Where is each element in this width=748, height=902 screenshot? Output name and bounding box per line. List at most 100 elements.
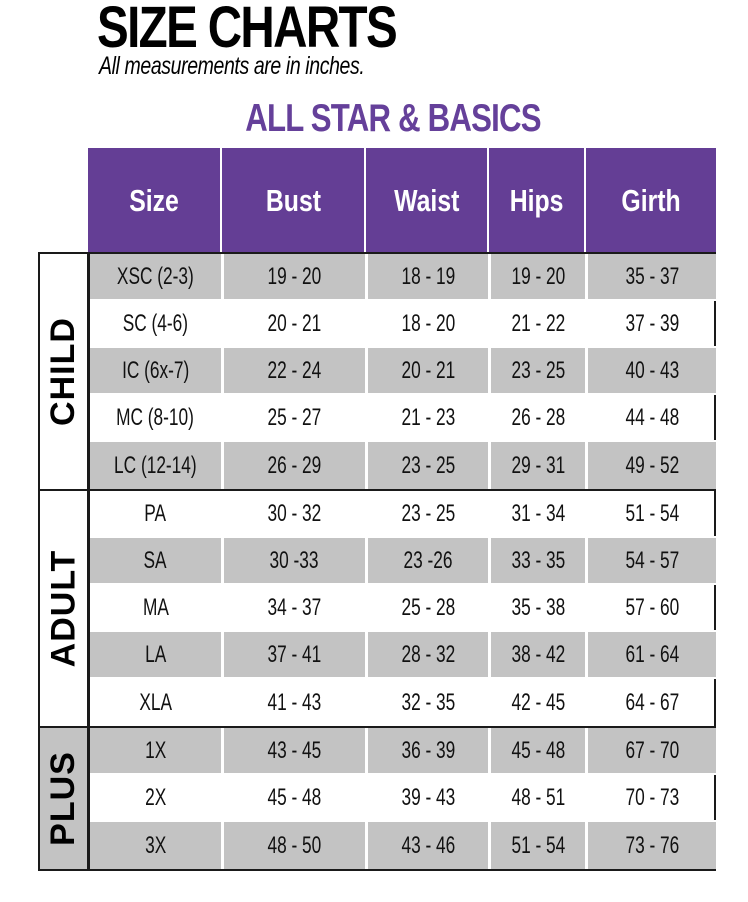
table-cell-waist: 23 - 25 xyxy=(368,491,491,538)
cell-value: 20 - 21 xyxy=(267,309,322,337)
subtitle: All measurements are in inches. xyxy=(99,52,365,80)
table-cell-size: XSC (2-3) xyxy=(90,254,224,301)
cell-value: 67 - 70 xyxy=(625,736,679,764)
table-row: XSC (2-3) 19 - 20 18 - 19 19 - 20 35 - 37 xyxy=(90,254,716,301)
table-cell-waist: 21 - 23 xyxy=(368,395,491,442)
cell-value: SA xyxy=(143,546,168,574)
table-cell-waist: 28 - 32 xyxy=(368,632,491,679)
cell-value: 26 - 28 xyxy=(511,403,565,431)
cell-value: 23 - 25 xyxy=(401,499,455,527)
table-cell-waist: 18 - 19 xyxy=(368,254,491,301)
cell-value: 36 - 39 xyxy=(401,736,455,764)
cell-value: 37 - 41 xyxy=(267,640,322,668)
table-row: 1X 43 - 45 36 - 39 45 - 48 67 - 70 xyxy=(90,728,716,775)
cell-value: 30 - 32 xyxy=(267,499,322,527)
cell-value: 48 - 51 xyxy=(511,783,565,811)
table-header: Size Bust Waist Hips Girth xyxy=(88,148,716,253)
column-header-girth: Girth xyxy=(621,182,681,218)
cell-value: MC (8-10) xyxy=(116,403,195,431)
cell-value: 20 - 21 xyxy=(401,356,455,384)
table-cell-girth: 64 - 67 xyxy=(588,679,716,726)
cell-value: 26 - 29 xyxy=(267,451,322,479)
table-cell-hips: 35 - 38 xyxy=(491,585,588,632)
table-cell-bust: 30 -33 xyxy=(224,538,368,585)
cell-value: 64 - 67 xyxy=(625,688,679,716)
table-cell-hips: 38 - 42 xyxy=(491,632,588,679)
group-label-text: PLUS xyxy=(44,751,82,846)
table-row: IC (6x-7) 22 - 24 20 - 21 23 - 25 40 - 43 xyxy=(90,348,716,395)
table-cell-girth: 70 - 73 xyxy=(588,775,716,822)
table-cell-size: 3X xyxy=(90,822,224,869)
cell-value: 34 - 37 xyxy=(267,593,322,621)
cell-value: 51 - 54 xyxy=(625,499,679,527)
cell-value: 18 - 19 xyxy=(401,262,455,290)
table-cell-bust: 30 - 32 xyxy=(224,491,368,538)
group-adult: ADULT PA 30 - 32 23 - 25 31 - 34 51 - 54 SA 30 … xyxy=(38,489,716,728)
table-row: 2X 45 - 48 39 - 43 48 - 51 70 - 73 xyxy=(90,775,716,822)
group-label-text: CHILD xyxy=(44,317,83,426)
cell-value: 40 - 43 xyxy=(625,356,679,384)
table-cell-waist: 25 - 28 xyxy=(368,585,491,632)
cell-value: XSC (2-3) xyxy=(117,262,194,290)
cell-value: LC (12-14) xyxy=(114,451,197,479)
table-cell-bust: 45 - 48 xyxy=(224,775,368,822)
cell-value: 23 -26 xyxy=(403,546,453,574)
table-cell-bust: 48 - 50 xyxy=(224,822,368,869)
table-cell-size: SA xyxy=(90,538,224,585)
table-cell-girth: 61 - 64 xyxy=(588,632,716,679)
table-cell-girth: 49 - 52 xyxy=(588,442,716,489)
column-header-waist: Waist xyxy=(366,148,489,253)
table-cell-size: LC (12-14) xyxy=(90,442,224,489)
cell-value: 35 - 38 xyxy=(511,593,565,621)
cell-value: 22 - 24 xyxy=(267,356,322,384)
size-table: CHILD XSC (2-3) 19 - 20 18 - 19 19 - 20 35 - … xyxy=(38,252,716,871)
table-cell-hips: 51 - 54 xyxy=(491,822,588,869)
cell-value: 32 - 35 xyxy=(401,688,455,716)
table-row: XLA 41 - 43 32 - 35 42 - 45 64 - 67 xyxy=(90,679,716,726)
table-cell-bust: 25 - 27 xyxy=(224,395,368,442)
cell-value: 44 - 48 xyxy=(625,403,679,431)
table-cell-size: MC (8-10) xyxy=(90,395,224,442)
section-title: ALL STAR & BASICS xyxy=(245,97,541,140)
table-row: PA 30 - 32 23 - 25 31 - 34 51 - 54 xyxy=(90,491,716,538)
cell-value: 1X xyxy=(144,736,167,764)
cell-value: 21 - 23 xyxy=(401,403,455,431)
group-label-text: ADULT xyxy=(44,549,82,668)
cell-value: 41 - 43 xyxy=(267,688,322,716)
table-cell-hips: 23 - 25 xyxy=(491,348,588,395)
cell-value: 45 - 48 xyxy=(511,736,565,764)
table-cell-size: XLA xyxy=(90,679,224,726)
table-cell-size: 2X xyxy=(90,775,224,822)
table-cell-bust: 34 - 37 xyxy=(224,585,368,632)
table-cell-size: SC (4-6) xyxy=(90,301,224,348)
table-cell-bust: 22 - 24 xyxy=(224,348,368,395)
table-cell-waist: 36 - 39 xyxy=(368,728,491,775)
cell-value: 18 - 20 xyxy=(401,309,455,337)
cell-value: 39 - 43 xyxy=(401,783,455,811)
table-cell-girth: 44 - 48 xyxy=(588,395,716,442)
table-cell-size: 1X xyxy=(90,728,224,775)
table-cell-hips: 19 - 20 xyxy=(491,254,588,301)
table-row: MA 34 - 37 25 - 28 35 - 38 57 - 60 xyxy=(90,585,716,632)
cell-value: 73 - 76 xyxy=(625,831,679,859)
table-cell-bust: 19 - 20 xyxy=(224,254,368,301)
cell-value: 21 - 22 xyxy=(511,309,565,337)
table-cell-waist: 32 - 35 xyxy=(368,679,491,726)
cell-value: 30 -33 xyxy=(269,546,320,574)
page-title: SIZE CHARTS xyxy=(97,0,398,60)
table-cell-hips: 48 - 51 xyxy=(491,775,588,822)
cell-value: 54 - 57 xyxy=(625,546,679,574)
table-cell-hips: 26 - 28 xyxy=(491,395,588,442)
cell-value: 28 - 32 xyxy=(401,640,455,668)
table-cell-bust: 20 - 21 xyxy=(224,301,368,348)
table-row: MC (8-10) 25 - 27 21 - 23 26 - 28 44 - 48 xyxy=(90,395,716,442)
table-cell-waist: 18 - 20 xyxy=(368,301,491,348)
table-row: 3X 48 - 50 43 - 46 51 - 54 73 - 76 xyxy=(90,822,716,869)
column-header-bust: Bust xyxy=(222,148,366,253)
table-cell-waist: 23 -26 xyxy=(368,538,491,585)
cell-value: 38 - 42 xyxy=(511,640,565,668)
table-cell-girth: 67 - 70 xyxy=(588,728,716,775)
table-cell-hips: 42 - 45 xyxy=(491,679,588,726)
cell-value: 29 - 31 xyxy=(511,451,565,479)
cell-value: 2X xyxy=(144,783,167,811)
